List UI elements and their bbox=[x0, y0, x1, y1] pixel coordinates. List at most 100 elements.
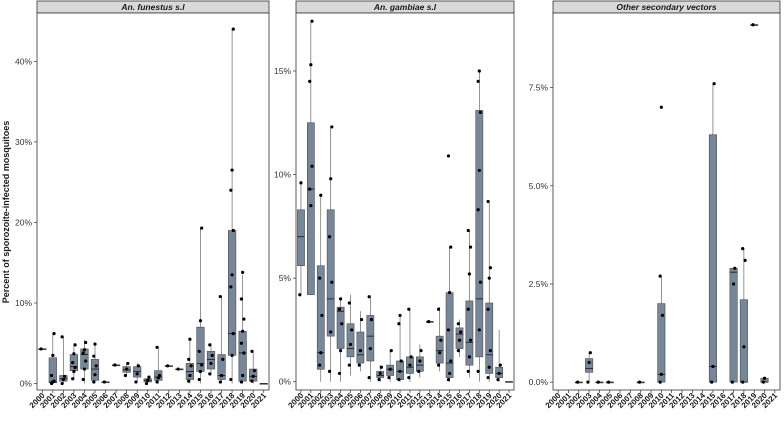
box-2021 bbox=[505, 381, 513, 383]
data-point bbox=[92, 354, 96, 358]
data-point bbox=[436, 363, 441, 367]
data-point bbox=[436, 307, 441, 311]
data-point bbox=[329, 330, 333, 334]
y-tick-label: 0% bbox=[20, 379, 33, 389]
box-iqr bbox=[90, 359, 100, 381]
data-point bbox=[418, 359, 422, 363]
box-iqr bbox=[316, 265, 325, 370]
box-iqr bbox=[708, 134, 717, 383]
data-point bbox=[357, 363, 361, 367]
y-tick-label: 2.5% bbox=[529, 279, 549, 289]
box-iqr bbox=[227, 230, 237, 356]
data-point bbox=[144, 381, 149, 386]
box-iqr bbox=[326, 209, 335, 337]
data-point bbox=[488, 349, 492, 353]
box-2016 bbox=[455, 319, 464, 357]
data-point bbox=[466, 307, 470, 311]
box-iqr bbox=[238, 330, 247, 382]
box-2001 bbox=[306, 19, 315, 296]
data-point bbox=[166, 364, 170, 368]
box-2008 bbox=[122, 361, 131, 378]
data-point bbox=[147, 375, 151, 379]
data-point bbox=[176, 367, 180, 371]
data-point bbox=[229, 188, 233, 192]
box-iqr bbox=[346, 323, 355, 358]
box-2018 bbox=[475, 69, 484, 382]
data-point bbox=[446, 154, 451, 158]
box-2008 bbox=[376, 365, 385, 382]
data-point bbox=[39, 347, 43, 351]
box-2019 bbox=[750, 23, 759, 27]
data-point bbox=[637, 380, 642, 384]
data-point bbox=[496, 378, 500, 382]
data-point bbox=[84, 359, 88, 363]
data-point bbox=[478, 280, 483, 284]
box-2002 bbox=[574, 380, 583, 384]
box-2014 bbox=[435, 307, 444, 372]
y-axis-label: Percent of sporozoite-infected mosquitoe… bbox=[1, 121, 11, 304]
box-2009 bbox=[133, 363, 142, 384]
box-2019 bbox=[238, 270, 247, 384]
data-point bbox=[329, 177, 333, 181]
data-point bbox=[82, 348, 87, 352]
box-iqr bbox=[336, 306, 345, 349]
data-point bbox=[218, 380, 222, 384]
data-point bbox=[230, 353, 234, 357]
data-point bbox=[146, 378, 150, 382]
data-point bbox=[456, 322, 460, 326]
data-point bbox=[350, 328, 354, 332]
data-point bbox=[157, 373, 162, 378]
data-point bbox=[359, 317, 364, 322]
data-point bbox=[466, 369, 470, 373]
data-point bbox=[94, 364, 98, 368]
data-point bbox=[446, 378, 451, 382]
y-tick-label: 0.0% bbox=[529, 377, 549, 387]
panel-title: An. funestus s.l bbox=[120, 2, 185, 12]
box-iqr bbox=[739, 299, 748, 383]
data-point bbox=[229, 377, 233, 382]
box-iqr bbox=[415, 356, 424, 372]
data-point bbox=[761, 380, 765, 384]
data-point bbox=[242, 351, 246, 355]
data-point bbox=[73, 365, 77, 370]
box-2015 bbox=[196, 226, 205, 384]
data-point bbox=[340, 322, 344, 326]
panel-title: Other secondary vectors bbox=[616, 2, 716, 12]
box-2010 bbox=[396, 313, 404, 382]
data-point bbox=[743, 258, 747, 263]
data-point bbox=[606, 380, 611, 384]
data-point bbox=[367, 375, 371, 380]
data-point bbox=[231, 27, 235, 31]
data-point bbox=[126, 361, 130, 366]
data-point bbox=[407, 375, 411, 380]
box-2012 bbox=[415, 344, 424, 378]
data-point bbox=[187, 357, 191, 361]
data-point bbox=[320, 313, 324, 318]
data-point bbox=[487, 276, 491, 280]
data-point bbox=[197, 349, 201, 353]
data-point bbox=[81, 351, 85, 355]
box-2014 bbox=[185, 337, 195, 384]
data-point bbox=[252, 369, 256, 373]
data-point bbox=[61, 377, 65, 382]
data-point bbox=[762, 376, 767, 380]
data-point bbox=[438, 351, 442, 355]
box-2017 bbox=[465, 228, 474, 378]
data-point bbox=[459, 330, 463, 334]
data-point bbox=[419, 349, 423, 353]
data-point bbox=[239, 380, 244, 384]
data-point bbox=[318, 276, 322, 280]
box-2000 bbox=[38, 347, 47, 351]
data-point bbox=[298, 293, 302, 297]
data-point bbox=[587, 360, 591, 365]
box-2020 bbox=[249, 349, 258, 384]
y-tick-label: 10% bbox=[15, 298, 32, 308]
data-point bbox=[242, 317, 246, 321]
box-iqr bbox=[465, 300, 474, 366]
data-point bbox=[409, 355, 413, 359]
data-point bbox=[477, 168, 481, 173]
data-point bbox=[71, 377, 75, 381]
box-2015 bbox=[445, 154, 454, 382]
data-point bbox=[486, 307, 490, 311]
data-point bbox=[457, 338, 462, 342]
